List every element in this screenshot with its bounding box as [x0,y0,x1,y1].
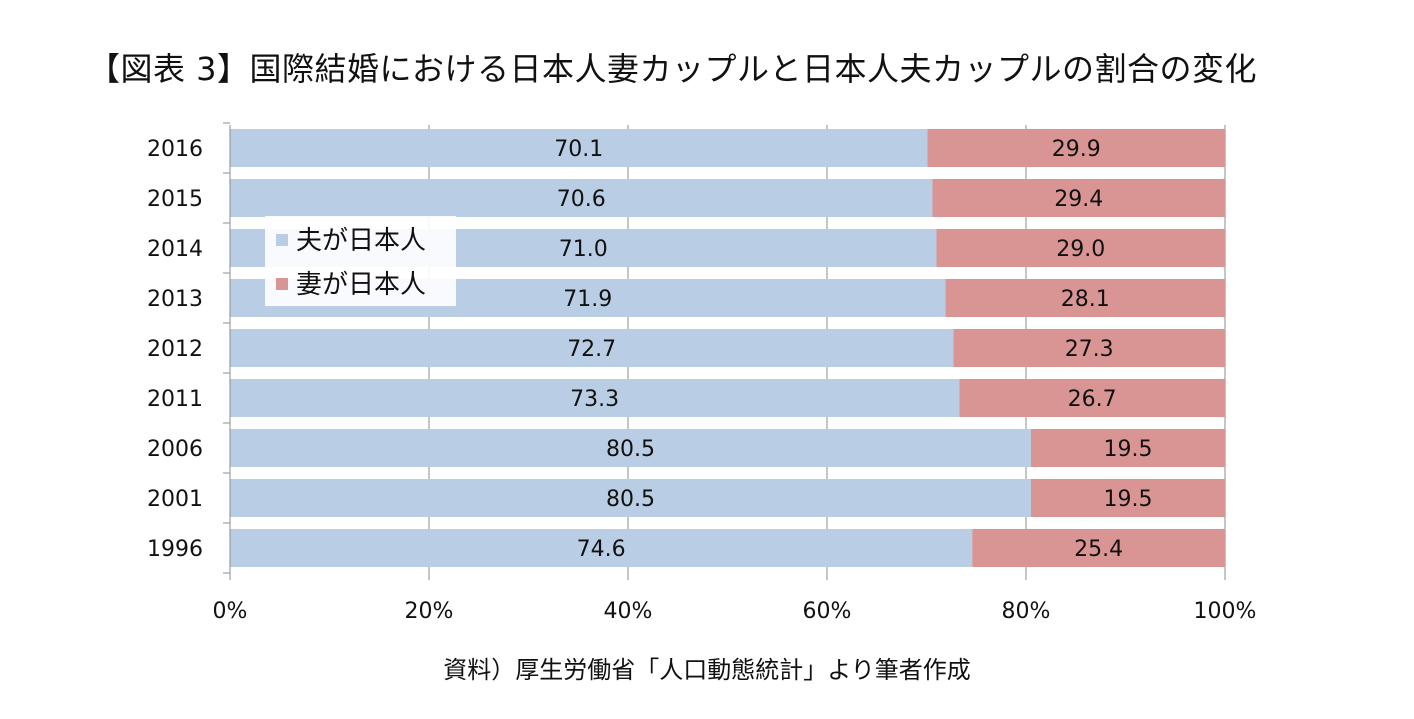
y-tick-label: 2016 [147,137,203,162]
data-label: 80.5 [606,437,655,462]
data-label: 29.4 [1054,187,1103,212]
bar-segment [972,529,1225,567]
data-label: 72.7 [567,337,616,362]
data-label: 70.6 [557,187,606,212]
y-tick-label: 2001 [147,487,203,512]
data-label: 73.3 [570,387,619,412]
bar-segment [230,379,960,417]
bar-segment [230,429,1031,467]
data-label: 71.0 [559,237,608,262]
y-tick-label: 2006 [147,437,203,462]
x-tick-label: 80% [1002,599,1051,624]
x-tick-label: 0% [213,599,248,624]
data-label: 29.0 [1056,237,1105,262]
data-label: 70.1 [554,137,603,162]
data-label: 27.3 [1065,337,1114,362]
source-note: 資料）厚生労働省「人口動態統計」より筆者作成 [443,656,971,684]
data-label: 25.4 [1074,537,1123,562]
legend-swatch [276,278,288,290]
bar-segment [230,179,933,217]
bar-segment [1030,479,1225,517]
y-tick-label: 2014 [147,237,203,262]
bar-segment [927,129,1225,167]
y-tick-label: 2013 [147,287,203,312]
data-label: 26.7 [1068,387,1117,412]
legend-swatch [276,234,288,246]
data-label: 74.6 [577,537,626,562]
data-label: 28.1 [1061,287,1110,312]
bar-segment [230,329,954,367]
bar-segment [230,129,928,167]
bar-segment [953,329,1225,367]
bar-segment [230,529,973,567]
bar-segment [959,379,1225,417]
y-tick-label: 2011 [147,387,203,412]
chart-title: 【図表 3】国際結婚における日本人妻カップルと日本人夫カップルの割合の変化 [88,50,1258,88]
x-tick-label: 40% [604,599,653,624]
legend-label: 夫が日本人 [296,226,426,256]
bar-segment [936,229,1225,267]
data-label: 29.9 [1052,137,1101,162]
data-label: 80.5 [606,487,655,512]
bar-segment [1030,429,1225,467]
bar-segment [932,179,1225,217]
legend-box [265,216,456,306]
data-label: 19.5 [1103,437,1152,462]
x-tick-label: 20% [405,599,454,624]
bar-segment [230,479,1031,517]
y-tick-label: 1996 [147,537,203,562]
bar-segment [945,279,1225,317]
y-tick-label: 2012 [147,337,203,362]
x-tick-label: 60% [803,599,852,624]
axes: 0% 20% 40% 60% 80% 100% 2016 2015 2014 2013 2012 20… [147,122,1257,624]
legend-label: 妻が日本人 [296,270,426,300]
x-tick-label: 100% [1194,599,1257,624]
data-label: 71.9 [563,287,612,312]
bars: 70.1 29.9 70.6 29.4 71.0 29.0 71.9 28.1 72.7 27.3… [230,129,1225,567]
y-tick-label: 2015 [147,187,203,212]
data-label: 19.5 [1103,487,1152,512]
